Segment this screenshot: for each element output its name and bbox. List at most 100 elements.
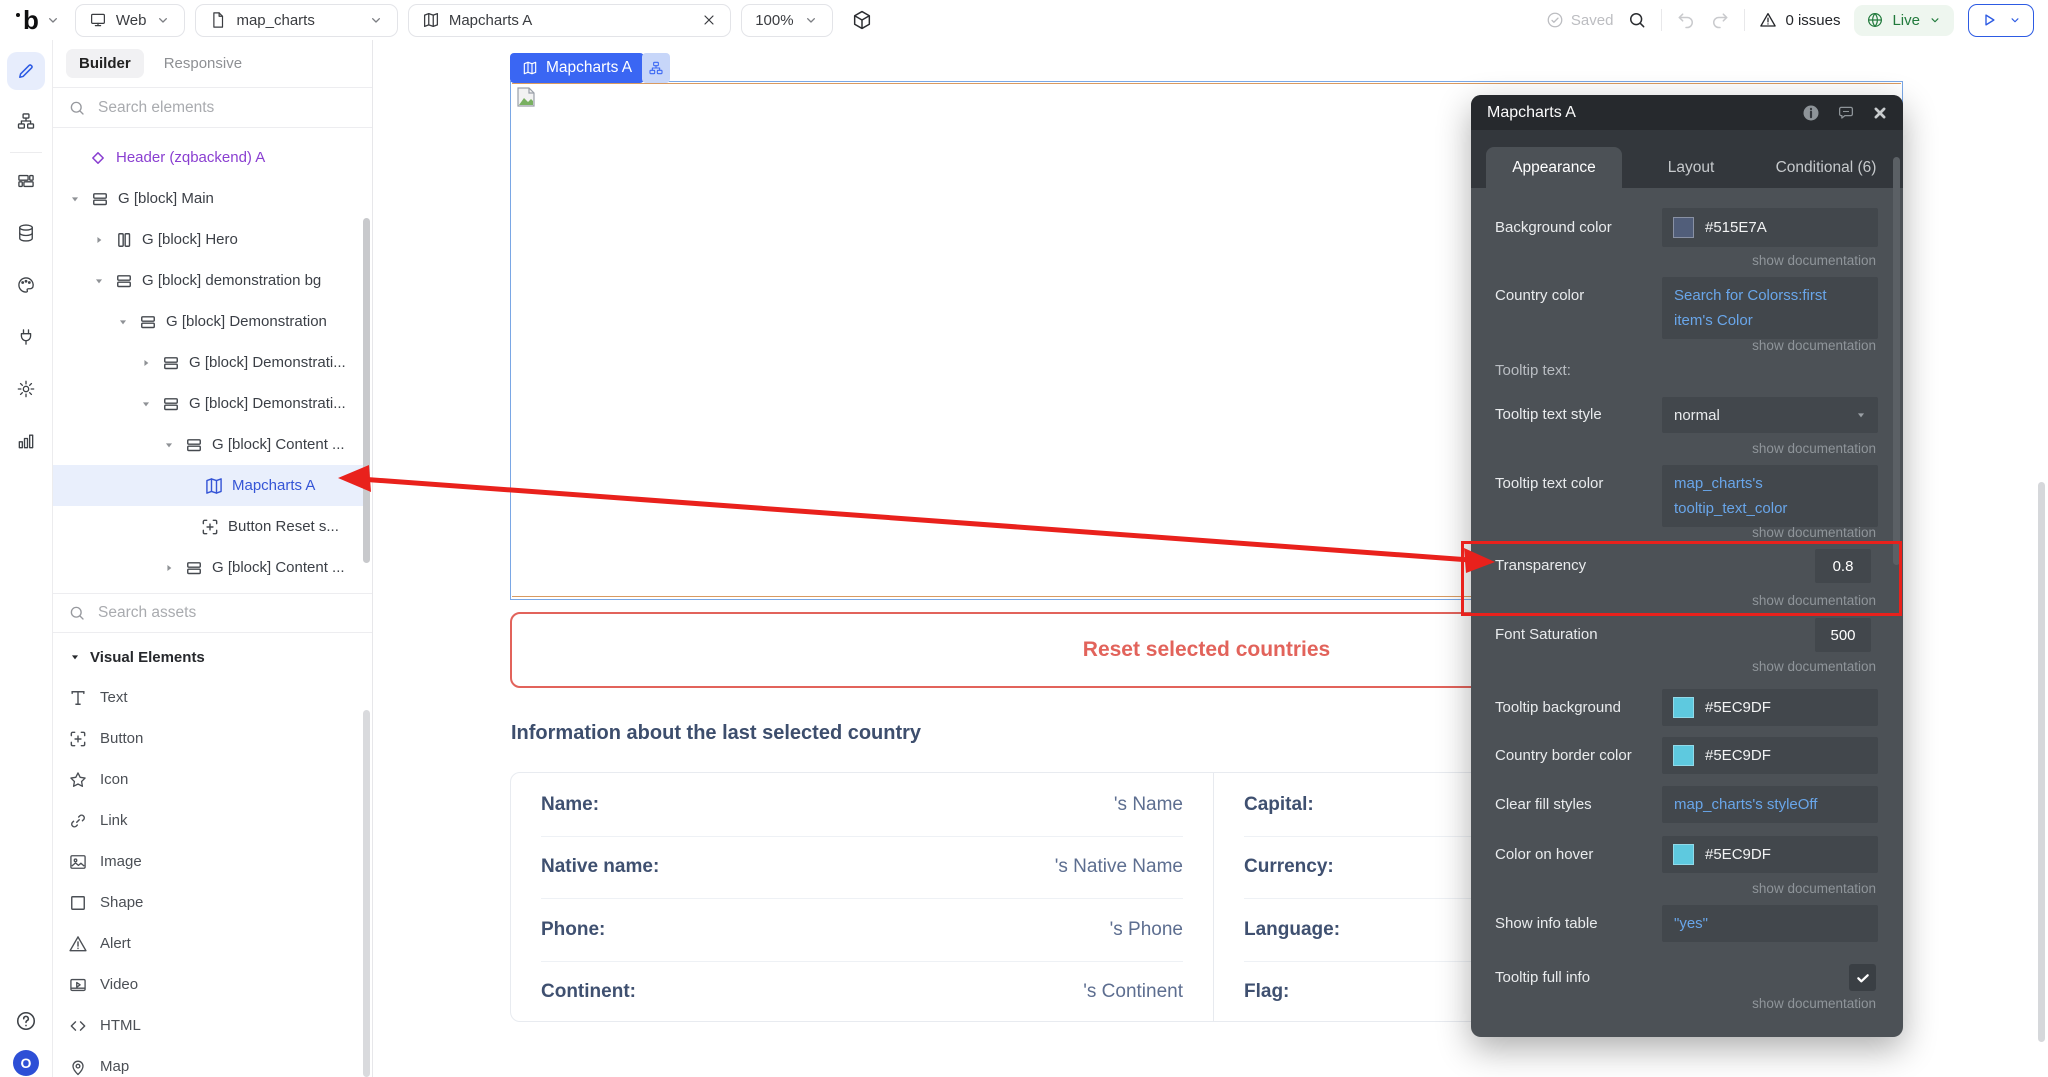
app-logo[interactable]: b <box>12 5 65 35</box>
background-color-input[interactable]: #515E7A <box>1662 208 1878 247</box>
support-chat-button[interactable]: O <box>7 1044 45 1077</box>
show-documentation-link[interactable]: show documentation <box>1752 338 1876 353</box>
close-icon[interactable] <box>701 12 717 28</box>
tree-item-mapcharts-selected[interactable]: Mapcharts A <box>52 465 364 506</box>
platform-dropdown[interactable]: Web <box>74 3 186 37</box>
tooltip-text-style-select[interactable]: normal <box>1662 397 1878 433</box>
design-tab-button[interactable] <box>7 52 45 90</box>
components-tab-button[interactable] <box>7 162 45 200</box>
asset-item-video[interactable]: Video <box>52 964 364 1005</box>
show-documentation-link[interactable]: show documentation <box>1752 881 1876 896</box>
show-documentation-link[interactable]: show documentation <box>1752 659 1876 674</box>
caret-down-icon[interactable] <box>116 315 130 329</box>
tree-item[interactable]: G [block] Content ... <box>52 547 364 588</box>
caret-right-icon[interactable] <box>139 356 153 370</box>
show-documentation-link[interactable]: show documentation <box>1752 996 1876 1011</box>
asset-item-map[interactable]: Map <box>52 1046 364 1077</box>
search-icon[interactable] <box>1627 10 1647 30</box>
tab-conditional[interactable]: Conditional (6) <box>1775 158 1877 176</box>
country-border-color-input[interactable]: #5EC9DF <box>1662 737 1878 774</box>
tree-item[interactable]: G [block] Main <box>52 178 364 219</box>
caret-down-icon[interactable] <box>139 397 153 411</box>
assets-scrollbar[interactable] <box>363 710 370 1077</box>
font-saturation-input[interactable]: 500 <box>1815 618 1871 652</box>
show-documentation-link[interactable]: show documentation <box>1752 253 1876 268</box>
rows-block-icon <box>161 394 181 414</box>
window-scrollbar[interactable] <box>2038 482 2045 1042</box>
tree-item[interactable]: G [block] Demonstration <box>52 301 364 342</box>
builder-panel: Builder Responsive Header (zqbackend) A … <box>52 40 373 1077</box>
asset-item-icon[interactable]: Icon <box>52 759 364 800</box>
show-documentation-link[interactable]: show documentation <box>1752 525 1876 540</box>
zoom-dropdown[interactable]: 100% <box>741 3 833 37</box>
clear-fill-styles-expression[interactable]: map_charts's styleOff <box>1662 786 1878 823</box>
help-button[interactable] <box>7 1002 45 1040</box>
page-dropdown[interactable]: map_charts <box>195 3 398 37</box>
info-table-left-column: Name:'s Name Native name:'s Native Name … <box>511 773 1214 1021</box>
element-tree-badge[interactable] <box>642 53 670 83</box>
tooltip-background-input[interactable]: #5EC9DF <box>1662 689 1878 726</box>
asset-item-html[interactable]: HTML <box>52 1005 364 1046</box>
info-icon[interactable] <box>1801 103 1821 123</box>
panel-scrollbar[interactable] <box>1893 157 1900 565</box>
tree-item[interactable]: G [block] Hero <box>52 219 364 260</box>
data-tab-button[interactable] <box>7 214 45 252</box>
tree-item-header[interactable]: Header (zqbackend) A <box>52 137 364 178</box>
tree-item[interactable]: G [block] Demonstrati... <box>52 383 364 424</box>
close-icon[interactable] <box>1871 104 1889 122</box>
chevron-down-icon <box>803 12 819 28</box>
asset-item-link[interactable]: Link <box>52 800 364 841</box>
property-panel-title: Mapcharts A <box>1487 103 1576 121</box>
show-documentation-link[interactable]: show documentation <box>1752 593 1876 608</box>
tree-item[interactable]: G [block] Content ... <box>52 424 364 465</box>
caret-right-icon[interactable] <box>92 233 106 247</box>
info-table-heading[interactable]: Information about the last selected coun… <box>511 722 922 744</box>
toolbar-right-group: Saved 0 issues Live <box>1546 3 2034 37</box>
search-elements-input[interactable] <box>96 97 320 118</box>
component-library-icon[interactable] <box>851 9 873 31</box>
tab-builder[interactable]: Builder <box>66 49 144 78</box>
selected-element-badge[interactable]: Mapcharts A <box>510 53 645 83</box>
element-tab[interactable]: Mapcharts A <box>407 3 732 37</box>
warning-triangle-icon <box>68 934 88 954</box>
settings-tab-button[interactable] <box>7 370 45 408</box>
tree-scrollbar[interactable] <box>363 218 370 563</box>
tooltip-text-color-expression[interactable]: map_charts's tooltip_text_color <box>1662 465 1878 527</box>
tab-appearance[interactable]: Appearance <box>1486 147 1622 188</box>
styles-tab-button[interactable] <box>7 266 45 304</box>
asset-item-image[interactable]: Image <box>52 841 364 882</box>
chevron-down-icon <box>45 12 61 28</box>
issues-button[interactable]: 0 issues <box>1759 11 1840 29</box>
preview-button[interactable] <box>1968 3 2034 37</box>
asset-item-text[interactable]: Text <box>52 677 364 718</box>
undo-icon[interactable] <box>1676 10 1696 30</box>
tooltip-full-info-checkbox[interactable] <box>1849 964 1876 991</box>
show-documentation-link[interactable]: show documentation <box>1752 441 1876 456</box>
workflow-tab-button[interactable] <box>7 102 45 140</box>
asset-item-alert[interactable]: Alert <box>52 923 364 964</box>
caret-down-icon[interactable] <box>92 274 106 288</box>
tree-item[interactable]: G [block] Demonstrati... <box>52 342 364 383</box>
caret-down-icon[interactable] <box>68 192 82 206</box>
property-panel-header[interactable]: Mapcharts A <box>1471 95 1903 130</box>
country-color-expression[interactable]: Search for Colorss:first item's Color <box>1662 277 1878 339</box>
color-on-hover-input[interactable]: #5EC9DF <box>1662 836 1878 873</box>
show-info-table-expression[interactable]: "yes" <box>1662 905 1878 942</box>
transparency-input[interactable]: 0.8 <box>1815 549 1871 583</box>
visual-elements-header[interactable]: Visual Elements <box>52 637 372 677</box>
asset-item-button[interactable]: Button <box>52 718 364 759</box>
plugins-tab-button[interactable] <box>7 318 45 356</box>
live-dropdown[interactable]: Live <box>1854 4 1954 36</box>
redo-icon[interactable] <box>1710 10 1730 30</box>
asset-item-shape[interactable]: Shape <box>52 882 364 923</box>
tree-item[interactable]: Button Reset s... <box>52 506 364 547</box>
tab-layout[interactable]: Layout <box>1667 158 1715 176</box>
logs-tab-button[interactable] <box>7 422 45 460</box>
tree-item[interactable]: G [block] demonstration bg <box>52 260 364 301</box>
comment-icon[interactable] <box>1837 104 1855 122</box>
caret-down-icon[interactable] <box>162 438 176 452</box>
question-mark-icon <box>15 1010 37 1032</box>
caret-right-icon[interactable] <box>162 561 176 575</box>
search-assets-input[interactable] <box>96 603 320 623</box>
tab-responsive[interactable]: Responsive <box>163 55 243 72</box>
